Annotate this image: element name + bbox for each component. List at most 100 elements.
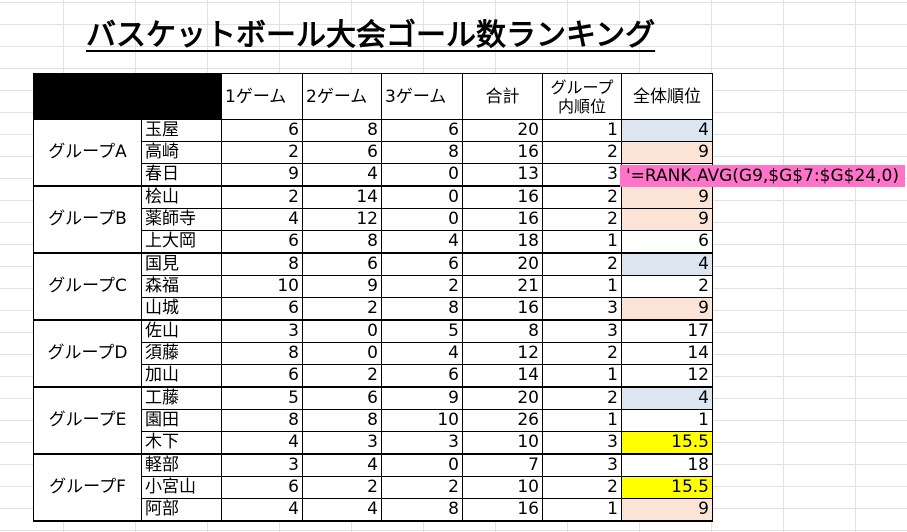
group-rank-cell[interactable]: 1: [542, 275, 622, 298]
header-game1[interactable]: 1ゲーム: [221, 73, 303, 120]
game2-cell[interactable]: 2: [302, 364, 382, 388]
total-cell[interactable]: 16: [462, 498, 543, 522]
game1-cell[interactable]: 3: [221, 453, 303, 477]
total-cell[interactable]: 10: [462, 431, 543, 455]
player-name-cell[interactable]: 国見: [141, 252, 222, 276]
overall-rank-cell[interactable]: 4: [621, 252, 713, 276]
game3-cell[interactable]: 6: [381, 119, 463, 142]
player-name-cell[interactable]: 木下: [141, 431, 222, 455]
game2-cell[interactable]: 2: [302, 476, 382, 499]
game1-cell[interactable]: 2: [221, 141, 303, 164]
player-name-cell[interactable]: 高崎: [141, 141, 222, 164]
overall-rank-cell[interactable]: 14: [621, 342, 713, 365]
group-label-cell[interactable]: グループA: [33, 119, 142, 187]
game3-cell[interactable]: 6: [381, 364, 463, 388]
overall-rank-cell[interactable]: 17: [621, 319, 713, 343]
game1-cell[interactable]: 4: [221, 431, 303, 455]
header-game2[interactable]: 2ゲーム: [302, 73, 382, 120]
game3-cell[interactable]: 8: [381, 498, 463, 522]
game2-cell[interactable]: 0: [302, 319, 382, 343]
group-rank-cell[interactable]: 2: [542, 386, 622, 410]
total-cell[interactable]: 20: [462, 119, 543, 142]
group-rank-cell[interactable]: 1: [542, 498, 622, 522]
game3-cell[interactable]: 5: [381, 319, 463, 343]
total-cell[interactable]: 16: [462, 297, 543, 321]
overall-rank-cell[interactable]: 12: [621, 364, 713, 388]
total-cell[interactable]: 16: [462, 208, 543, 231]
game1-cell[interactable]: 6: [221, 230, 303, 254]
overall-rank-cell[interactable]: 9: [621, 208, 713, 231]
overall-rank-cell[interactable]: 15.5: [621, 476, 713, 499]
total-cell[interactable]: 16: [462, 141, 543, 164]
game3-cell[interactable]: 2: [381, 275, 463, 298]
group-rank-cell[interactable]: 1: [542, 230, 622, 254]
group-label-cell[interactable]: グループE: [33, 386, 142, 455]
total-cell[interactable]: 20: [462, 252, 543, 276]
game3-cell[interactable]: 6: [381, 252, 463, 276]
game3-cell[interactable]: 3: [381, 431, 463, 455]
game2-cell[interactable]: 6: [302, 141, 382, 164]
player-name-cell[interactable]: 阿部: [141, 498, 222, 522]
total-cell[interactable]: 12: [462, 342, 543, 365]
group-rank-cell[interactable]: 2: [542, 252, 622, 276]
total-cell[interactable]: 8: [462, 319, 543, 343]
game3-cell[interactable]: 2: [381, 476, 463, 499]
game1-cell[interactable]: 4: [221, 498, 303, 522]
overall-rank-cell[interactable]: 15.5: [621, 431, 713, 455]
header-overall-rank[interactable]: 全体順位: [621, 73, 713, 120]
header-total[interactable]: 合計: [462, 73, 543, 120]
player-name-cell[interactable]: 園田: [141, 409, 222, 432]
game1-cell[interactable]: 6: [221, 297, 303, 321]
overall-rank-cell[interactable]: 2: [621, 275, 713, 298]
overall-rank-cell[interactable]: 4: [621, 119, 713, 142]
game3-cell[interactable]: 8: [381, 141, 463, 164]
group-label-cell[interactable]: グループC: [33, 252, 142, 321]
game3-cell[interactable]: 9: [381, 386, 463, 410]
total-cell[interactable]: 18: [462, 230, 543, 254]
total-cell[interactable]: 14: [462, 364, 543, 388]
group-rank-cell[interactable]: 3: [542, 453, 622, 477]
group-rank-cell[interactable]: 2: [542, 208, 622, 231]
formula-comment[interactable]: '=RANK.AVG(G9,$G$7:$G$24,0): [620, 165, 905, 187]
player-name-cell[interactable]: 玉屋: [141, 119, 222, 142]
group-label-cell[interactable]: グループB: [33, 185, 142, 254]
total-cell[interactable]: 20: [462, 386, 543, 410]
game1-cell[interactable]: 4: [221, 208, 303, 231]
group-rank-cell[interactable]: 2: [542, 141, 622, 164]
player-name-cell[interactable]: 佐山: [141, 319, 222, 343]
group-rank-cell[interactable]: 1: [542, 119, 622, 142]
game2-cell[interactable]: 9: [302, 275, 382, 298]
game2-cell[interactable]: 12: [302, 208, 382, 231]
game1-cell[interactable]: 9: [221, 163, 303, 187]
group-label-cell[interactable]: グループF: [33, 453, 142, 522]
game1-cell[interactable]: 2: [221, 185, 303, 209]
game2-cell[interactable]: 8: [302, 119, 382, 142]
group-rank-cell[interactable]: 2: [542, 342, 622, 365]
game2-cell[interactable]: 2: [302, 297, 382, 321]
game3-cell[interactable]: 0: [381, 185, 463, 209]
game1-cell[interactable]: 6: [221, 119, 303, 142]
header-group-rank[interactable]: グループ 内順位: [542, 73, 622, 120]
group-rank-cell[interactable]: 2: [542, 476, 622, 499]
player-name-cell[interactable]: 須藤: [141, 342, 222, 365]
game3-cell[interactable]: 8: [381, 297, 463, 321]
game1-cell[interactable]: 8: [221, 409, 303, 432]
header-game3[interactable]: 3ゲーム: [381, 73, 463, 120]
player-name-cell[interactable]: 上大岡: [141, 230, 222, 254]
player-name-cell[interactable]: 小宮山: [141, 476, 222, 499]
game2-cell[interactable]: 3: [302, 431, 382, 455]
overall-rank-cell[interactable]: 4: [621, 386, 713, 410]
header-blank-cell[interactable]: [33, 73, 222, 120]
game3-cell[interactable]: 4: [381, 342, 463, 365]
player-name-cell[interactable]: 薬師寺: [141, 208, 222, 231]
game1-cell[interactable]: 5: [221, 386, 303, 410]
group-label-cell[interactable]: グループD: [33, 319, 142, 388]
player-name-cell[interactable]: 工藤: [141, 386, 222, 410]
game3-cell[interactable]: 0: [381, 208, 463, 231]
game1-cell[interactable]: 8: [221, 252, 303, 276]
player-name-cell[interactable]: 森福: [141, 275, 222, 298]
player-name-cell[interactable]: 加山: [141, 364, 222, 388]
game2-cell[interactable]: 8: [302, 230, 382, 254]
group-rank-cell[interactable]: 1: [542, 409, 622, 432]
overall-rank-cell[interactable]: 1: [621, 409, 713, 432]
